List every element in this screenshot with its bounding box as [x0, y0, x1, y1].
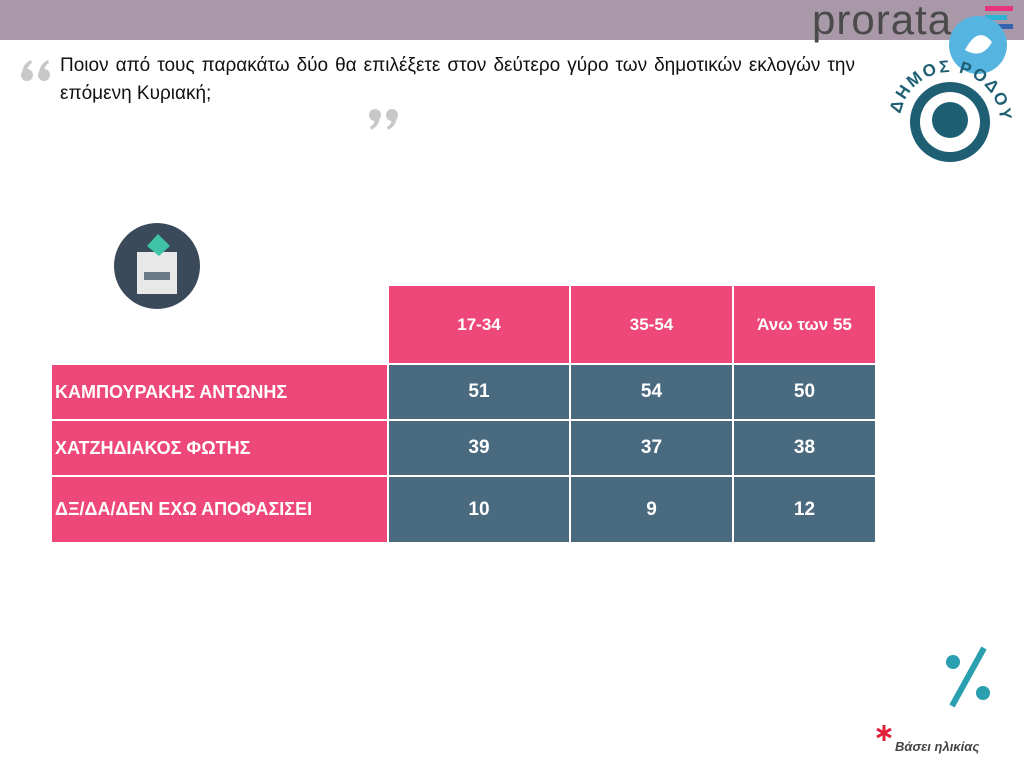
ballot-icon — [114, 223, 200, 309]
logo-text-path: ΔΗΜΟΣ ΡΟΔΟΥ — [886, 57, 1013, 123]
open-quote — [21, 60, 50, 81]
column-header: 35-54 — [571, 286, 732, 363]
row-label: ΚΑΜΠΟΥΡΑΚΗΣ ΑΝΤΩΝΗΣ — [52, 365, 387, 419]
table-value: 50 — [734, 365, 875, 419]
logo-text: ΔΗΜΟΣ ΡΟΔΟΥ — [886, 57, 1015, 123]
table-value: 12 — [734, 477, 875, 542]
asterisk — [876, 725, 892, 741]
table-value: 38 — [734, 421, 875, 475]
question: Ποιον από τους παρακάτω δύο θα επιλέξετε… — [60, 55, 855, 104]
row-label: ΧΑΤΖΗΔΙΑΚΟΣ ΦΩΤΗΣ — [52, 421, 387, 475]
top-bar — [0, 0, 1024, 40]
column-header: 17-34 — [389, 286, 569, 363]
column-header: Άνω των 55 — [734, 286, 875, 363]
table-value: 10 — [389, 477, 569, 542]
footnote: Βάσει ηλικίας — [895, 739, 980, 754]
row-label: ΔΞ/ΔΑ/ΔΕΝ ΕΧΩ ΑΠΟΦΑΣΙΣΕΙ — [52, 477, 387, 542]
close-quote — [369, 109, 398, 130]
table-value: 51 — [389, 365, 569, 419]
table-value: 37 — [571, 421, 732, 475]
table-value: 54 — [571, 365, 732, 419]
brand-logo: prorata — [812, 0, 953, 43]
table-value: 39 — [389, 421, 569, 475]
percent-icon — [946, 646, 990, 708]
table-value: 9 — [571, 477, 732, 542]
